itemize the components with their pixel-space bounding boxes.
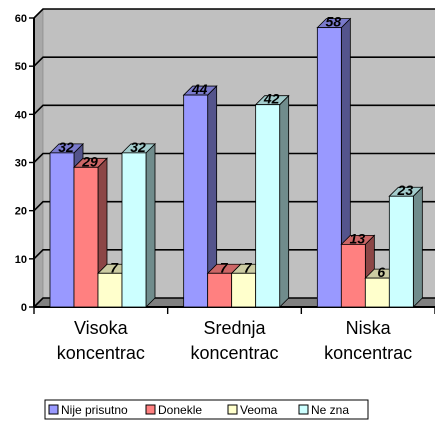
gridline — [33, 56, 435, 67]
bar-front — [388, 195, 414, 308]
legend-label: Ne zna — [311, 403, 349, 417]
bar-front — [207, 272, 233, 308]
gridline — [33, 8, 435, 19]
bar-front — [255, 104, 281, 308]
bar — [121, 142, 156, 308]
data-label: 7 — [220, 259, 229, 275]
y-tick-label: 50 — [15, 61, 27, 73]
legend-label: Veoma — [240, 403, 278, 417]
legend-item: Veoma — [227, 403, 278, 417]
data-label: 32 — [58, 139, 74, 155]
legend-swatch — [298, 404, 309, 415]
legend-swatch — [48, 404, 59, 415]
category-label: Srednja — [203, 318, 266, 338]
bar-front — [364, 277, 390, 308]
bar-front — [121, 152, 147, 308]
bar — [254, 94, 290, 308]
legend: Nije prisutno Donekle Veoma Ne zna — [44, 399, 369, 420]
legend-item: Ne zna — [298, 403, 349, 417]
data-label: 42 — [263, 91, 280, 107]
bar — [340, 234, 376, 308]
data-label: 13 — [350, 230, 366, 246]
category-label: Visoka — [74, 318, 129, 338]
bar-front — [231, 272, 257, 308]
y-tick-label: 0 — [21, 302, 27, 314]
data-label: 6 — [377, 264, 385, 280]
gridline — [33, 104, 435, 115]
bar-side — [412, 186, 423, 308]
category-label: koncentrac — [190, 343, 278, 363]
legend-item: Donekle — [145, 403, 202, 417]
bar-side — [145, 142, 156, 308]
bar-side — [279, 94, 290, 308]
bars — [49, 17, 424, 308]
category-label: koncentrac — [324, 343, 412, 363]
data-label: 23 — [397, 182, 414, 198]
y-tick-label: 10 — [15, 254, 27, 266]
legend-label: Donekle — [158, 403, 202, 417]
bar — [388, 186, 424, 308]
gridlines — [33, 8, 435, 308]
gridline — [33, 297, 435, 308]
y-tick-label: 40 — [15, 109, 27, 121]
gridline — [33, 249, 435, 260]
bar-front — [73, 166, 99, 308]
legend-box — [44, 399, 369, 420]
gridline — [33, 152, 435, 164]
data-label: 29 — [81, 153, 98, 169]
bar-front — [49, 152, 75, 308]
bar — [73, 157, 108, 308]
category-label: koncentrac — [57, 343, 145, 363]
category-label: Niska — [346, 318, 392, 338]
legend-swatch — [227, 404, 238, 415]
data-label: 7 — [110, 259, 119, 275]
y-tick-label: 60 — [15, 13, 27, 25]
data-label: 44 — [191, 81, 208, 97]
data-label: 32 — [130, 139, 146, 155]
data-label: 58 — [326, 14, 342, 30]
legend-label: Nije prisutno — [61, 403, 128, 417]
bar-front — [316, 27, 342, 308]
bar-front — [97, 272, 123, 308]
gridline — [33, 200, 435, 212]
bar — [316, 17, 352, 308]
bar-front — [183, 94, 209, 308]
y-tick-label: 20 — [15, 206, 27, 218]
y-tick-label: 30 — [15, 158, 27, 170]
data-label: 7 — [244, 259, 253, 275]
bar-front — [340, 243, 366, 308]
legend-swatch — [145, 404, 156, 415]
legend-item: Nije prisutno — [48, 403, 128, 417]
